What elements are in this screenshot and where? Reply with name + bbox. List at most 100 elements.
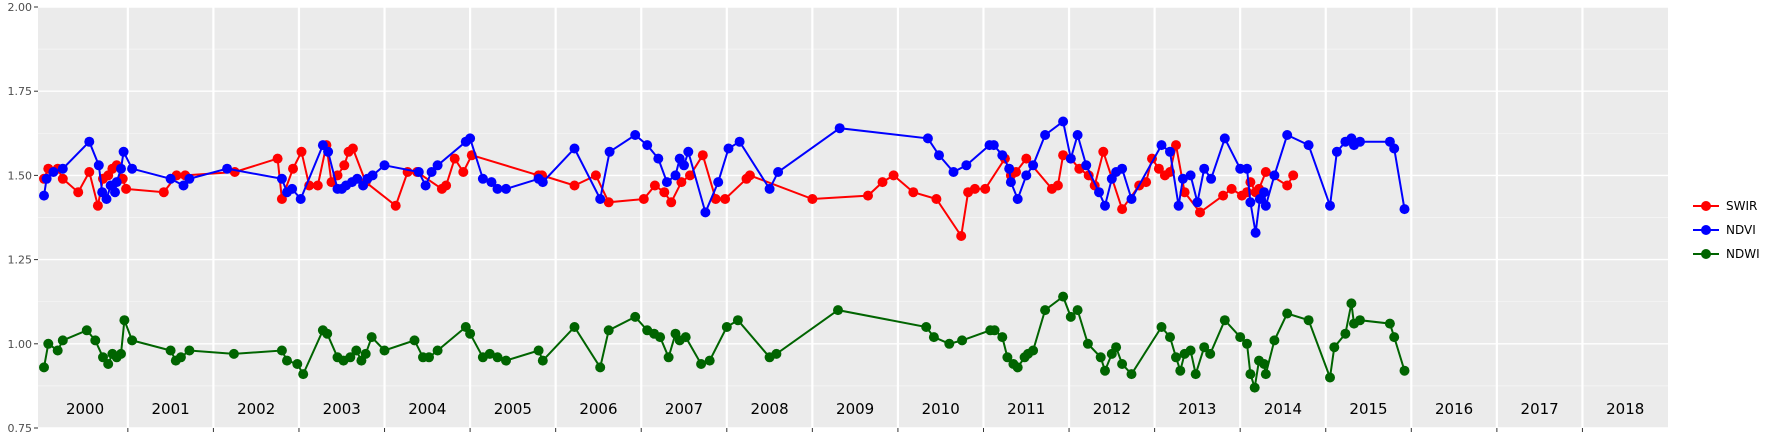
data-point-ndvi	[1269, 170, 1280, 181]
data-point-ndvi	[679, 160, 689, 171]
data-point-ndvi	[352, 173, 363, 184]
data-point-ndwi	[603, 325, 614, 336]
data-point-swir	[931, 194, 942, 204]
data-point-ndvi	[934, 150, 944, 161]
data-point-ndwi	[103, 359, 114, 369]
data-point-swir	[744, 170, 755, 181]
data-point-swir	[1021, 153, 1032, 164]
year-label: 2008	[750, 400, 788, 418]
data-point-ndwi	[345, 352, 356, 363]
data-point-ndwi	[1100, 365, 1110, 376]
data-point-ndvi	[1260, 200, 1271, 211]
data-point-ndwi	[1329, 342, 1340, 353]
data-point-ndvi	[1303, 140, 1314, 151]
data-point-swir	[121, 183, 132, 194]
data-point-ndvi	[1250, 227, 1261, 238]
year-label: 2013	[1178, 400, 1216, 418]
data-point-swir	[347, 143, 358, 154]
year-label: 2018	[1606, 400, 1644, 418]
data-point-ndwi	[282, 355, 292, 366]
data-point-ndvi	[1065, 153, 1076, 164]
data-point-ndvi	[295, 194, 306, 204]
data-point-swir	[441, 180, 452, 191]
data-point-swir	[1245, 177, 1256, 188]
data-point-ndvi	[379, 160, 390, 171]
legend-key-point	[1701, 225, 1711, 235]
data-point-ndwi	[537, 355, 548, 366]
data-point-ndwi	[663, 352, 674, 363]
data-point-ndvi	[1021, 170, 1032, 181]
data-point-ndwi	[696, 359, 707, 369]
legend-key-point	[1701, 201, 1711, 211]
data-point-swir	[603, 197, 614, 208]
data-point-ndwi	[1072, 305, 1083, 316]
data-point-ndwi	[630, 311, 641, 322]
data-point-swir	[1052, 180, 1063, 191]
legend-label: NDVI	[1726, 223, 1756, 237]
data-point-ndwi	[833, 305, 843, 316]
legend-key-point	[1701, 249, 1711, 259]
data-point-ndvi	[773, 167, 784, 177]
data-point-ndvi	[834, 123, 845, 134]
data-point-ndvi	[287, 183, 298, 194]
data-point-ndwi	[1399, 365, 1410, 376]
year-label: 2002	[237, 400, 275, 418]
data-point-swir	[1141, 177, 1152, 188]
data-point-ndwi	[298, 369, 309, 380]
data-point-ndwi	[1002, 352, 1013, 363]
data-point-ndwi	[1346, 298, 1357, 309]
data-point-swir	[590, 170, 601, 181]
data-point-ndwi	[119, 315, 130, 326]
data-point-ndvi	[1206, 173, 1217, 184]
data-point-ndvi	[1117, 163, 1128, 174]
data-point-swir	[569, 180, 580, 191]
data-point-ndvi	[1100, 200, 1110, 211]
data-point-swir	[449, 153, 460, 164]
data-point-ndwi	[704, 355, 715, 366]
data-point-ndvi	[1004, 163, 1015, 174]
data-point-ndvi	[420, 180, 431, 191]
data-point-ndvi	[569, 143, 580, 154]
data-point-swir	[697, 150, 708, 161]
data-point-ndwi	[1095, 352, 1106, 363]
data-point-ndwi	[1259, 359, 1270, 369]
year-label: 2003	[323, 400, 361, 418]
data-point-ndvi	[988, 140, 999, 151]
data-point-ndwi	[1282, 308, 1293, 319]
grid-lines	[38, 6, 1668, 429]
data-point-ndwi	[228, 348, 239, 359]
year-label: 2011	[1007, 400, 1045, 418]
data-point-ndvi	[1126, 194, 1137, 204]
data-point-ndwi	[81, 325, 92, 336]
data-point-ndvi	[1389, 143, 1400, 154]
data-point-ndvi	[1040, 130, 1051, 140]
data-point-ndwi	[432, 345, 443, 356]
data-point-ndvi	[48, 167, 59, 177]
data-point-ndwi	[57, 335, 68, 346]
data-point-swir	[908, 187, 919, 198]
data-point-ndvi	[948, 167, 959, 177]
x-axis	[127, 428, 1583, 432]
data-point-ndvi	[1192, 197, 1203, 208]
data-point-swir	[1195, 207, 1205, 218]
data-point-swir	[1260, 167, 1271, 177]
data-point-ndwi	[424, 352, 434, 363]
data-point-ndvi	[653, 153, 664, 164]
data-point-swir	[980, 183, 991, 194]
data-point-ndwi	[997, 332, 1008, 343]
y-tick-label: 1.00	[8, 338, 33, 351]
data-point-ndvi	[111, 177, 122, 188]
series-layer	[39, 116, 1410, 393]
data-point-ndvi	[178, 180, 189, 191]
data-point-swir	[390, 200, 401, 211]
data-point-ndwi	[1058, 291, 1069, 302]
year-label: 2009	[836, 400, 874, 418]
year-labels: 2000 2001 2002 2003 2004 2005 2006 2007 2008 2009…	[66, 400, 1644, 418]
year-label: 2000	[66, 400, 104, 418]
data-point-ndvi	[184, 173, 195, 184]
data-point-ndvi	[1081, 160, 1092, 171]
data-point-ndwi	[379, 345, 390, 356]
data-point-ndwi	[1242, 338, 1252, 349]
data-point-ndwi	[116, 348, 126, 359]
data-point-swir	[1288, 170, 1299, 181]
